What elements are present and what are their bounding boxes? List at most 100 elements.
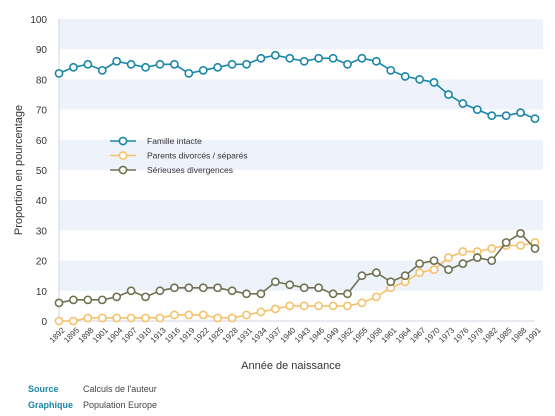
- y-tick-label: 20: [36, 257, 48, 268]
- data-point: [516, 229, 525, 238]
- graph-value: Population Europe: [83, 400, 158, 410]
- data-point: [343, 289, 352, 299]
- series-3: [54, 229, 540, 308]
- data-point: [141, 313, 150, 323]
- data-point: [458, 99, 468, 108]
- data-point: [198, 283, 208, 293]
- series-1: [54, 50, 540, 124]
- data-point: [169, 59, 179, 69]
- data-point: [256, 53, 266, 63]
- series-line: [59, 241, 536, 322]
- data-point: [54, 298, 64, 308]
- y-tick-label: 10: [36, 287, 48, 298]
- data-point: [429, 265, 439, 275]
- y-tick-label: 50: [36, 166, 48, 177]
- data-point: [126, 59, 136, 69]
- series-line: [58, 232, 536, 304]
- data-point: [530, 244, 540, 253]
- data-point: [371, 268, 381, 278]
- data-point: [357, 53, 367, 63]
- grid-band: [59, 19, 543, 50]
- data-point: [444, 90, 453, 99]
- data-point: [256, 289, 266, 299]
- data-point: [429, 78, 439, 87]
- data-point: [501, 111, 511, 121]
- legend: Famille intacte Parents divorcés / séparé…: [110, 136, 248, 175]
- data-point: [415, 268, 425, 278]
- footer-source: Source Calculs de l'auteur: [28, 384, 157, 394]
- data-point: [54, 316, 64, 326]
- data-point: [270, 277, 280, 287]
- data-point: [83, 295, 93, 305]
- data-point: [155, 313, 165, 323]
- data-point: [285, 280, 295, 290]
- data-point: [314, 53, 324, 63]
- legend-swatch-marker: [118, 151, 128, 160]
- grid-band: [59, 79, 543, 110]
- data-point: [314, 301, 324, 311]
- x-tick-label: 1991: [524, 325, 543, 344]
- data-point: [314, 283, 324, 293]
- data-point: [213, 283, 223, 293]
- data-point: [54, 68, 64, 78]
- data-point: [227, 286, 237, 296]
- data-point: [184, 283, 194, 293]
- series-lines: [54, 50, 540, 326]
- data-point: [343, 301, 352, 311]
- data-point: [371, 292, 381, 302]
- y-tick-label: 60: [36, 136, 48, 147]
- footer-graph: Graphique Population Europe: [28, 400, 157, 410]
- data-point: [242, 289, 251, 299]
- data-point: [69, 295, 78, 305]
- legend-label: Sérieuses divergences: [147, 165, 233, 175]
- x-axis: 1892189518981901190419071910191319161919…: [48, 320, 543, 345]
- data-point: [501, 238, 511, 247]
- data-point: [141, 62, 150, 72]
- series-line: [58, 54, 536, 120]
- data-point: [141, 292, 150, 302]
- grid-bands: [59, 19, 543, 291]
- data-point: [357, 271, 367, 281]
- data-point: [83, 59, 93, 69]
- data-point: [97, 65, 107, 75]
- data-point: [371, 56, 381, 66]
- data-point: [516, 241, 525, 250]
- data-point: [126, 313, 136, 323]
- data-point: [343, 59, 352, 69]
- data-point: [227, 59, 237, 69]
- data-point: [155, 59, 165, 69]
- data-point: [472, 253, 482, 262]
- x-axis-label: Année de naissance: [241, 360, 341, 372]
- y-tick-label: 0: [41, 317, 47, 328]
- data-point: [472, 105, 482, 114]
- data-point: [256, 307, 266, 317]
- data-point: [242, 59, 251, 69]
- data-point: [184, 310, 194, 320]
- data-point: [487, 244, 497, 253]
- data-point: [328, 289, 338, 299]
- data-point: [242, 310, 251, 320]
- legend-label: Famille intacte: [147, 136, 202, 146]
- data-point: [69, 62, 78, 72]
- data-point: [299, 301, 309, 311]
- data-point: [126, 286, 136, 296]
- data-point: [285, 53, 295, 63]
- data-point: [112, 56, 122, 66]
- data-point: [69, 316, 78, 326]
- data-point: [386, 65, 396, 75]
- y-axis-label: Proportion en pourcentage: [13, 105, 25, 235]
- y-tick-label: 30: [36, 226, 48, 237]
- legend-swatch-marker: [118, 165, 128, 175]
- data-point: [400, 271, 410, 281]
- data-point: [83, 313, 93, 323]
- data-point: [169, 310, 179, 320]
- data-point: [516, 108, 525, 118]
- data-point: [415, 75, 425, 84]
- data-point: [270, 50, 280, 60]
- data-point: [444, 265, 453, 275]
- grid-band: [59, 139, 543, 170]
- y-tick-label: 40: [36, 196, 48, 207]
- data-point: [184, 68, 194, 78]
- data-point: [328, 301, 338, 311]
- data-point: [386, 277, 396, 287]
